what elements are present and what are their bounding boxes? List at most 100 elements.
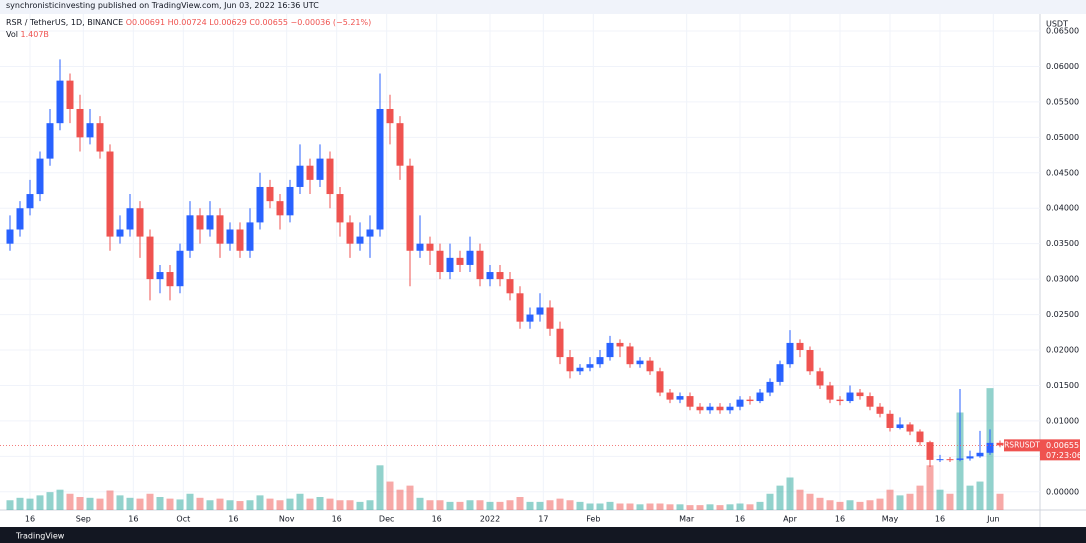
- candle-body: [866, 396, 874, 407]
- x-tick-label: Mar: [679, 515, 695, 524]
- candle-body: [256, 186, 264, 223]
- volume-bar: [236, 501, 244, 510]
- volume-bar: [746, 504, 754, 510]
- x-tick-label: Nov: [279, 515, 295, 524]
- volume-bar: [156, 497, 164, 510]
- x-tick-label: 16: [835, 515, 845, 524]
- candle-body: [336, 194, 344, 223]
- candle-body: [666, 392, 674, 400]
- candle-body: [686, 396, 694, 407]
- candle-body: [266, 186, 274, 202]
- candle-body: [706, 406, 714, 411]
- candle-body: [146, 236, 154, 280]
- candle-body: [816, 371, 824, 386]
- volume-bar: [586, 503, 594, 510]
- candle-body: [896, 424, 904, 428]
- candle-body: [726, 406, 734, 411]
- volume-bar: [66, 493, 74, 510]
- candle-body: [36, 158, 44, 195]
- volume-bar: [226, 500, 234, 510]
- volume-bar: [46, 492, 54, 510]
- header-text: synchronisticinvesting published on Trad…: [6, 1, 319, 10]
- candle-body: [426, 243, 434, 251]
- symbol-tag: RSRUSDT: [1004, 440, 1040, 449]
- volume-bar: [196, 497, 204, 510]
- volume-bar: [6, 500, 14, 510]
- volume-bar: [486, 501, 494, 510]
- unit-label: USDT: [1046, 20, 1068, 29]
- candle-body: [656, 371, 664, 393]
- candle-body: [946, 459, 954, 461]
- candle-body: [416, 243, 424, 251]
- volume-bar: [106, 490, 114, 510]
- candle-body: [826, 385, 834, 400]
- volume-bar: [406, 485, 414, 510]
- legend: RSR / TetherUS, 1D, BINANCE O0.00691 H0.…: [6, 18, 371, 27]
- candle-body: [76, 108, 84, 138]
- y-tick-label: 0.02500: [1046, 310, 1079, 319]
- candle-body: [926, 442, 934, 460]
- candle-body: [476, 250, 484, 280]
- candle-body: [966, 456, 974, 459]
- volume-bar: [776, 485, 784, 510]
- candle-body: [856, 392, 864, 397]
- candle-body: [636, 360, 644, 365]
- volume-bar: [996, 493, 1004, 510]
- y-tick-label: 0.03500: [1046, 239, 1079, 248]
- candle-body: [56, 80, 64, 124]
- candle-body: [796, 342, 804, 351]
- candle-body: [116, 229, 124, 237]
- candle-body: [46, 123, 54, 159]
- volume-bar: [186, 493, 194, 510]
- volume-bar: [696, 505, 704, 510]
- volume-bar: [886, 489, 894, 510]
- volume-bar: [456, 501, 464, 510]
- candle-body: [86, 123, 94, 138]
- candle-body: [456, 257, 464, 265]
- volume-bar: [286, 498, 294, 510]
- volume-bar: [466, 500, 474, 510]
- candle-body: [596, 357, 604, 365]
- candle-body: [846, 392, 854, 402]
- x-tick-label: 16: [432, 515, 442, 524]
- volume-bar: [816, 497, 824, 510]
- volume-bar: [386, 481, 394, 510]
- x-tick-label: Oct: [176, 515, 190, 524]
- volume-bar: [356, 501, 364, 510]
- candle-body: [696, 406, 704, 411]
- candle-body: [936, 459, 944, 461]
- volume-bar: [346, 500, 354, 510]
- candle-body: [566, 357, 574, 372]
- x-tick-label: Feb: [586, 515, 600, 524]
- x-tick-label: Apr: [783, 515, 798, 524]
- candle-body: [546, 307, 554, 329]
- y-tick-label: 0.05500: [1046, 97, 1079, 106]
- candle-body: [776, 364, 784, 382]
- candle-body: [296, 165, 304, 187]
- volume-bar: [546, 500, 554, 510]
- volume-bar: [536, 501, 544, 510]
- candle-body: [556, 328, 564, 358]
- candle-body: [586, 364, 594, 368]
- volume-bar: [736, 503, 744, 510]
- volume-bar: [606, 501, 614, 510]
- candle-body: [766, 381, 774, 393]
- volume-bar: [276, 500, 284, 510]
- candle-body: [466, 250, 474, 265]
- candle-body: [26, 194, 34, 209]
- candle-body: [126, 208, 134, 230]
- volume-bar: [206, 500, 214, 510]
- candle-body: [66, 80, 74, 109]
- volume-bar: [116, 495, 124, 510]
- x-tick-label: 16: [935, 515, 945, 524]
- volume-bar: [176, 499, 184, 510]
- x-tick-label: 16: [25, 515, 35, 524]
- volume-bar: [556, 498, 564, 510]
- candle-body: [166, 272, 174, 287]
- symbol: RSR / TetherUS, 1D, BINANCE: [6, 18, 124, 27]
- volume-value: 1.407B: [20, 30, 49, 39]
- volume-bar: [836, 501, 844, 510]
- candle-body: [536, 307, 544, 315]
- candle-body: [226, 229, 234, 244]
- y-tick-label: 0.02000: [1046, 346, 1079, 355]
